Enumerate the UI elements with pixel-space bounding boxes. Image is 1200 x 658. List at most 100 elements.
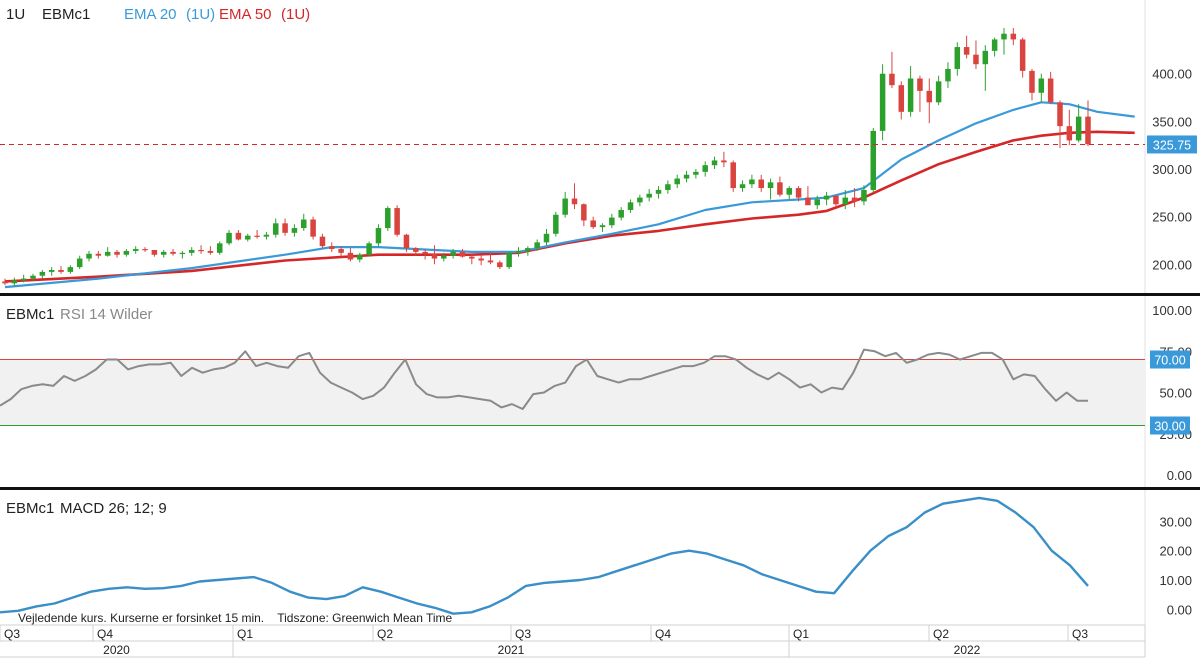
- macd-y-tick-label: 30.00: [1159, 514, 1192, 529]
- candle: [1019, 37, 1026, 78]
- candle-body: [749, 179, 755, 185]
- candle-body: [814, 199, 820, 206]
- macd-panel[interactable]: 0.00 10.00 20.00 30.00 EBMc1 MACD 26; 12; 9…: [0, 490, 1192, 625]
- candle-body: [898, 85, 905, 112]
- candle-body: [534, 242, 540, 249]
- candle-body: [226, 232, 232, 244]
- ema20-legend-interval: (1U): [186, 6, 215, 23]
- candle: [954, 42, 961, 76]
- candle: [786, 186, 792, 200]
- candle: [730, 160, 736, 192]
- price-header: 1U EBMc1 EMA 20 (1U) EMA 50 (1U): [6, 6, 310, 23]
- candle: [188, 247, 195, 256]
- candle-body: [907, 78, 914, 112]
- candle: [450, 249, 456, 259]
- candle-body: [917, 78, 923, 91]
- candle-body: [76, 258, 83, 268]
- candle: [543, 229, 550, 246]
- candle: [926, 78, 933, 124]
- candle-body: [1029, 70, 1035, 93]
- candle-body: [132, 249, 139, 251]
- price-panel[interactable]: 200.00 250.00 300.00 350.00 400.00 325.75 1U…: [0, 0, 1197, 293]
- candle-body: [879, 73, 886, 131]
- candle: [1010, 28, 1017, 46]
- candle: [366, 241, 372, 257]
- candle: [216, 241, 223, 255]
- rsi-y-tick-label: 0.00: [1167, 468, 1192, 483]
- candle: [76, 255, 83, 270]
- candle: [562, 191, 568, 218]
- delay-notice: Vejledende kurs. Kurserne er forsinket 1…: [18, 611, 453, 625]
- candle-body: [562, 198, 568, 215]
- candle: [525, 246, 531, 256]
- candle: [198, 245, 204, 254]
- candle: [403, 233, 410, 252]
- quarter-label: Q3: [1072, 627, 1088, 641]
- candle: [1029, 68, 1035, 101]
- candle-body: [20, 278, 27, 281]
- candle-body: [1047, 78, 1054, 103]
- candle-body: [497, 262, 503, 268]
- candle-body: [375, 228, 382, 244]
- candle: [618, 207, 624, 221]
- candle: [515, 247, 522, 257]
- rsi-band: [0, 359, 1145, 426]
- candle-body: [160, 251, 167, 255]
- candle-body: [618, 209, 624, 218]
- candle-body: [282, 223, 288, 233]
- candle: [898, 81, 905, 120]
- candle-body: [123, 250, 130, 255]
- candle-body: [991, 39, 998, 51]
- candle-body: [655, 189, 662, 194]
- candle: [39, 269, 46, 279]
- candlestick-series: [2, 28, 1091, 287]
- quarter-label: Q4: [655, 627, 671, 641]
- candle-body: [58, 269, 64, 272]
- macd-line: [0, 496, 1089, 615]
- panel-separator-bottom[interactable]: [0, 487, 1200, 490]
- candle-body: [254, 235, 260, 237]
- candle-body: [469, 256, 475, 259]
- candle-body: [805, 197, 811, 206]
- candle: [282, 218, 288, 236]
- ema20-legend-label: EMA 20: [124, 6, 177, 23]
- candle-body: [394, 208, 400, 235]
- macd-y-tick-label: 0.00: [1167, 602, 1192, 617]
- panel-separator-top[interactable]: [0, 293, 1200, 296]
- candle: [301, 213, 307, 231]
- candle: [347, 248, 354, 262]
- candle-body: [1085, 116, 1091, 145]
- candle: [1001, 28, 1007, 55]
- candle: [609, 213, 615, 229]
- candle: [805, 186, 811, 206]
- symbol-label: EBMc1: [42, 6, 90, 23]
- candle: [20, 274, 27, 283]
- candle: [394, 205, 400, 237]
- candle-body: [67, 267, 74, 272]
- rsi-level-markers: 70.00 30.00: [1150, 350, 1190, 435]
- overbought-badge: [1150, 350, 1190, 369]
- quarter-label: Q3: [515, 627, 531, 641]
- candle: [86, 250, 92, 262]
- candle: [777, 176, 783, 197]
- candle-body: [142, 249, 148, 251]
- candle-body: [543, 233, 550, 243]
- candle: [711, 156, 718, 170]
- candle-body: [833, 195, 839, 205]
- candle-body: [403, 234, 410, 249]
- candle: [459, 249, 466, 258]
- candle: [674, 174, 680, 189]
- candle-body: [2, 281, 8, 284]
- interval-label: 1U: [6, 6, 25, 23]
- candle: [95, 250, 102, 259]
- candle: [207, 246, 214, 255]
- time-axis: Q3 Q4 Q1 Q2 Q3 Q4 Q1 Q2 Q3 2020 2021 2022: [0, 624, 1146, 658]
- candle: [375, 224, 382, 247]
- candle-body: [431, 253, 438, 259]
- candle-body: [711, 160, 718, 166]
- candle-body: [151, 249, 158, 255]
- candle: [945, 62, 951, 89]
- candle: [702, 161, 708, 177]
